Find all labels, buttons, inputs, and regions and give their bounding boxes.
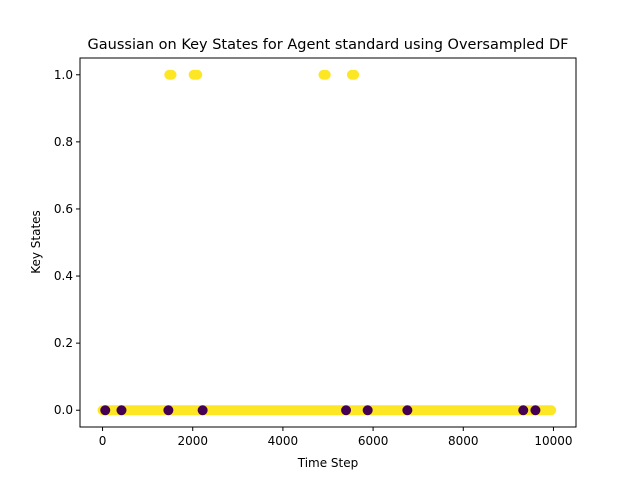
y-tick-label: 0.4 [54,269,73,283]
data-point-positive [320,69,331,80]
y-axis-ticks: 0.0 0.2 0.4 0.6 0.8 1.0 [54,68,80,417]
x-tick-label: 10000 [534,434,572,448]
plot-area [79,57,577,428]
data-point-positive [166,69,177,80]
x-axis-ticks: 0 2000 4000 6000 8000 10000 [99,427,573,448]
dense-point-band [97,405,557,416]
data-point-negative [197,405,208,416]
data-point-negative [402,405,413,416]
y-tick-label: 0.6 [54,202,73,216]
y-tick-label: 1.0 [54,68,73,82]
x-axis-label: Time Step [297,456,359,470]
axes-frame [79,57,577,428]
x-tick-label: 6000 [358,434,389,448]
data-point-negative [362,405,373,416]
data-point-negative [341,405,352,416]
data-points [97,69,557,416]
y-axis-label: Key States [29,210,43,274]
x-tick-label: 8000 [448,434,479,448]
data-point-positive [349,69,360,80]
data-point-positive [192,69,203,80]
data-point-negative [163,405,174,416]
data-point-negative [530,405,541,416]
chart-title: Gaussian on Key States for Agent standar… [88,37,569,53]
x-tick-label: 0 [99,434,107,448]
x-tick-label: 4000 [268,434,299,448]
data-point-negative [116,405,127,416]
x-tick-label: 2000 [177,434,208,448]
y-tick-label: 0.8 [54,135,73,149]
y-tick-label: 0.2 [54,336,73,350]
data-point-negative [100,405,111,416]
data-point-negative [518,405,529,416]
y-tick-label: 0.0 [54,403,73,417]
